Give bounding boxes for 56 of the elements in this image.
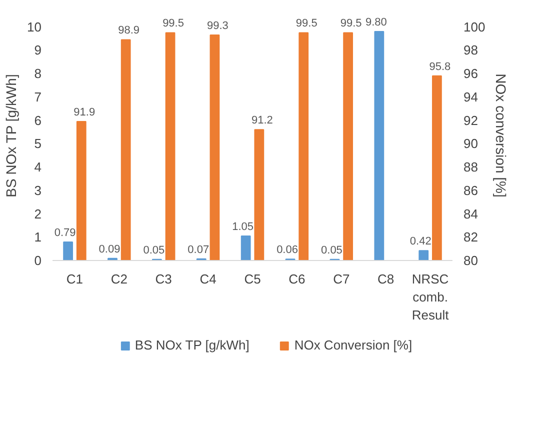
legend-label: BS NOx TP [g/kWh] <box>134 338 250 352</box>
data-label: 0.05 <box>143 244 165 256</box>
y2-tick-label: 88 <box>464 160 478 175</box>
x-tick-label: C2 <box>110 272 128 286</box>
y-tick-label: 9 <box>34 42 42 58</box>
x-tick-label: NRSC comb. Result <box>412 272 450 322</box>
data-label: 1.05 <box>232 220 254 233</box>
y2-tick-label: 100 <box>464 19 486 34</box>
y2-tick-label: 94 <box>464 89 478 104</box>
x-tick-label: C4 <box>200 272 216 286</box>
x-tick-label: C3 <box>155 272 172 286</box>
data-label: 0.07 <box>188 244 210 256</box>
y2-axis-title: NOx conversion [%] <box>493 74 510 198</box>
data-label: 98.9 <box>118 24 140 37</box>
data-label: 0.06 <box>276 244 298 256</box>
y2-tick-label: 82 <box>464 230 478 245</box>
y-tick-label: 7 <box>34 89 42 104</box>
y2-tick-label: 98 <box>464 42 478 58</box>
bar <box>374 31 384 260</box>
x-tick-label: C1 <box>66 272 84 286</box>
y-tick-label: 5 <box>34 136 42 152</box>
data-label: 95.8 <box>429 60 451 73</box>
y-tick-label: 2 <box>34 206 42 222</box>
bar <box>240 235 251 260</box>
data-label: 91.9 <box>74 106 96 118</box>
y2-tick-label: 84 <box>464 206 478 222</box>
y-tick-label: 1 <box>34 230 42 245</box>
y2-tick-label: 86 <box>464 182 478 198</box>
y-tick-label: 0 <box>34 253 42 268</box>
y-axis-title: BS NOx TP [g/kWh] <box>3 74 20 198</box>
x-tick-label: C6 <box>288 272 306 286</box>
legend-label: NOx Conversion [%] <box>294 338 412 352</box>
data-label: 9.80 <box>365 16 387 29</box>
x-tick-label: C8 <box>378 272 394 286</box>
y-tick-label: 10 <box>27 19 42 34</box>
bar <box>63 242 73 260</box>
data-label: 0.42 <box>410 236 432 248</box>
y-tick-label: 3 <box>34 182 42 198</box>
data-label: 0.79 <box>54 227 76 240</box>
bar <box>418 250 429 260</box>
x-tick-label: C7 <box>333 272 350 286</box>
data-label: 99.5 <box>340 18 362 30</box>
y-tick-label: 8 <box>34 66 42 82</box>
y-tick-label: 4 <box>34 160 42 175</box>
x-tick-label: C5 <box>244 272 261 286</box>
y2-tick-label: 90 <box>464 136 478 152</box>
y2-tick-label: 92 <box>464 112 478 128</box>
data-label: 99.3 <box>207 20 228 32</box>
data-label: 0.05 <box>321 244 342 256</box>
data-label: 91.2 <box>251 114 273 127</box>
data-label: 0.09 <box>98 243 120 256</box>
y2-tick-label: 80 <box>464 253 478 268</box>
y-tick-label: 6 <box>34 112 42 128</box>
data-label: 99.5 <box>162 18 184 30</box>
y2-tick-label: 96 <box>464 66 478 82</box>
data-label: 99.5 <box>296 18 318 30</box>
